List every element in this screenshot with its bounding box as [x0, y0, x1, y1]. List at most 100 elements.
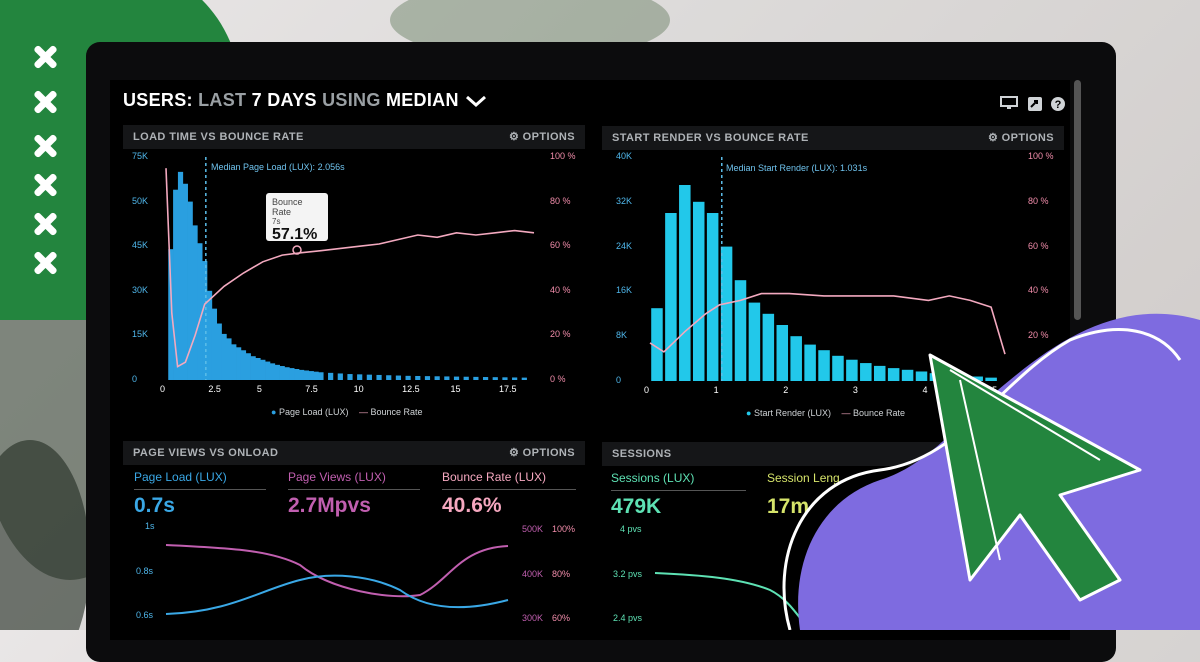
monitor-icon[interactable]	[1000, 96, 1018, 110]
bar[interactable]	[665, 213, 677, 381]
bar[interactable]	[187, 201, 193, 380]
bar[interactable]	[405, 375, 411, 380]
bar[interactable]	[226, 338, 232, 380]
bar[interactable]	[434, 376, 440, 380]
bar[interactable]	[395, 375, 402, 380]
bar[interactable]	[337, 373, 343, 380]
bar[interactable]	[720, 246, 733, 381]
bar[interactable]	[211, 308, 218, 380]
bar[interactable]	[313, 371, 319, 380]
bar[interactable]	[706, 213, 719, 381]
bar[interactable]	[679, 185, 691, 381]
bar[interactable]	[192, 225, 198, 380]
bar[interactable]	[255, 357, 261, 380]
bar[interactable]	[818, 350, 830, 381]
chevron-down-icon[interactable]	[464, 94, 488, 108]
bar[interactable]	[804, 344, 816, 381]
bar[interactable]	[985, 377, 997, 381]
dashboard-title[interactable]: USERS: LAST 7 DAYS USING MEDIAN	[123, 90, 488, 111]
bar[interactable]	[197, 243, 203, 380]
bar[interactable]	[502, 377, 508, 380]
bar[interactable]	[221, 333, 227, 380]
bar[interactable]	[915, 371, 928, 381]
bar[interactable]	[303, 370, 310, 380]
options-button[interactable]: ⚙ OPTIONS	[508, 131, 575, 143]
bar[interactable]	[357, 374, 363, 380]
bar[interactable]	[734, 280, 747, 381]
bar[interactable]	[492, 377, 498, 380]
bar[interactable]	[482, 377, 489, 380]
axis-tick: 5	[256, 384, 262, 394]
bar[interactable]	[308, 371, 314, 380]
scrollbar[interactable]	[1074, 80, 1081, 320]
charts-canvas	[165, 157, 1006, 630]
divider	[288, 489, 420, 490]
bar[interactable]	[873, 365, 886, 381]
bar[interactable]	[512, 377, 518, 380]
bar[interactable]	[294, 368, 300, 380]
options-button[interactable]: ⚙ OPTIONS	[987, 132, 1054, 144]
trend-line[interactable]	[165, 544, 509, 598]
bar[interactable]	[168, 249, 174, 380]
trend-line[interactable]	[165, 574, 509, 615]
bar[interactable]	[776, 325, 789, 381]
bar[interactable]	[366, 374, 372, 380]
bar[interactable]	[289, 368, 295, 380]
axis-tick: 40 %	[550, 284, 571, 295]
bar[interactable]	[424, 376, 431, 380]
title-metric: MEDIAN	[385, 90, 459, 110]
bar[interactable]	[206, 290, 213, 380]
bar[interactable]	[202, 261, 208, 380]
bar[interactable]	[463, 376, 469, 380]
chart2-legend[interactable]: ● Start Render (LUX) — Bounce Rate	[746, 408, 905, 418]
axis-tick: 10	[353, 384, 364, 394]
bar[interactable]	[250, 356, 256, 380]
bar[interactable]	[274, 364, 280, 380]
bar[interactable]	[347, 374, 353, 380]
bar[interactable]	[386, 375, 392, 380]
axis-tick: 4 pvs	[620, 524, 642, 534]
bar[interactable]	[236, 347, 242, 380]
bar[interactable]	[177, 171, 184, 380]
bounce-rate-line[interactable]	[165, 168, 535, 368]
bar[interactable]	[887, 368, 900, 381]
bar[interactable]	[279, 366, 285, 380]
bar[interactable]	[748, 302, 761, 381]
bounce-rate-line[interactable]	[649, 292, 1006, 355]
bar[interactable]	[240, 350, 247, 380]
bar[interactable]	[284, 367, 290, 380]
bar[interactable]	[260, 359, 266, 380]
bar[interactable]	[790, 336, 802, 381]
options-button[interactable]: ⚙ OPTIONS	[508, 447, 575, 459]
share-icon[interactable]	[1027, 96, 1043, 112]
bar[interactable]	[901, 369, 914, 381]
bar[interactable]	[376, 374, 382, 380]
bar[interactable]	[832, 355, 844, 381]
bar[interactable]	[453, 376, 460, 380]
bar[interactable]	[971, 376, 983, 381]
help-icon[interactable]: ?	[1050, 96, 1066, 112]
bar[interactable]	[298, 369, 305, 380]
bar[interactable]	[444, 376, 450, 380]
hover-point[interactable]	[292, 245, 302, 255]
bar[interactable]	[269, 363, 276, 380]
bar[interactable]	[328, 372, 334, 380]
bar[interactable]	[265, 361, 271, 380]
bar[interactable]	[415, 375, 421, 380]
divider	[442, 489, 576, 490]
bar[interactable]	[692, 201, 705, 381]
bar[interactable]	[216, 323, 222, 380]
bar[interactable]	[245, 353, 251, 380]
bar[interactable]	[173, 189, 179, 380]
stat-value: 17m	[767, 495, 810, 518]
bar[interactable]	[473, 376, 479, 380]
bar[interactable]	[318, 372, 324, 380]
bar[interactable]	[182, 183, 188, 380]
bar[interactable]	[846, 359, 858, 381]
bar[interactable]	[762, 313, 775, 381]
bar[interactable]	[651, 308, 663, 381]
bar[interactable]	[231, 344, 237, 380]
bar[interactable]	[521, 377, 527, 380]
chart1-legend[interactable]: ● Page Load (LUX) — Bounce Rate	[271, 407, 423, 417]
bar[interactable]	[860, 363, 872, 381]
